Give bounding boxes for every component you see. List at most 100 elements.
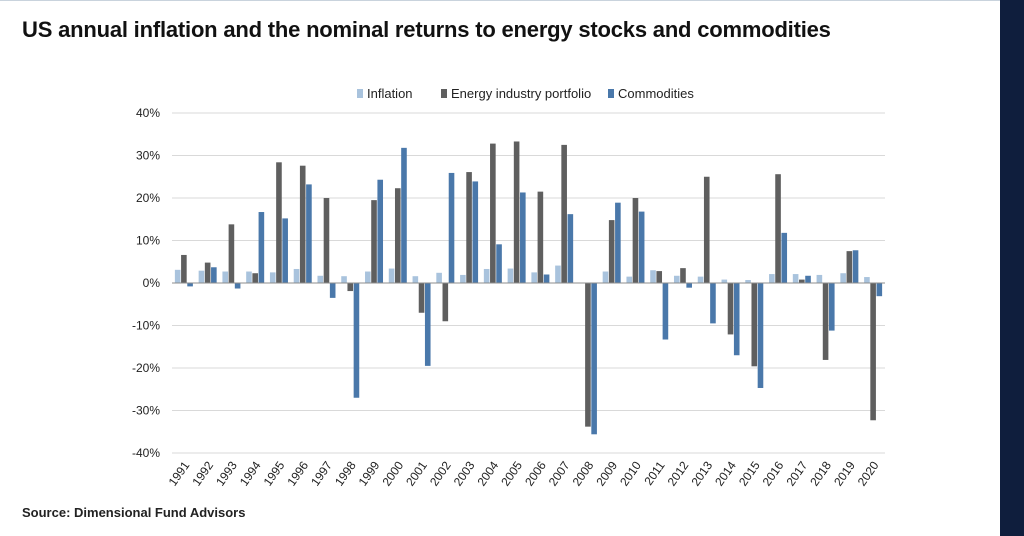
x-tick-label: 2010 [617, 458, 644, 488]
chart-frame [0, 0, 1000, 1]
bar-commodities [329, 283, 336, 298]
bar-energy-industry-portfolio [775, 174, 781, 283]
bar-commodities [591, 283, 597, 435]
bar-commodities [377, 179, 384, 283]
bar-energy-industry-portfolio [347, 283, 354, 292]
y-tick-label: 10% [136, 234, 160, 248]
bar-energy-industry-portfolio [537, 191, 544, 284]
bar-commodities [567, 214, 574, 283]
x-tick-label: 1996 [284, 458, 311, 488]
bar-energy-industry-portfolio [490, 143, 496, 283]
bar-commodities [424, 283, 431, 366]
y-tick-label: 30% [136, 149, 160, 163]
bar-commodities [615, 202, 621, 283]
legend: Inflation Energy industry portfolio Commod… [357, 86, 694, 101]
legend-label: Commodities [618, 86, 694, 101]
bar-energy-industry-portfolio [513, 141, 520, 283]
x-tick-label: 2017 [783, 458, 810, 488]
x-tick-label: 1998 [332, 458, 359, 488]
bar-energy-industry-portfolio [466, 172, 472, 283]
bar-commodities [282, 218, 288, 283]
bar-commodities [781, 232, 788, 283]
x-tick-label: 2013 [688, 458, 715, 488]
bar-energy-industry-portfolio [751, 283, 758, 367]
x-tick-label: 1991 [166, 458, 193, 488]
bar-energy-industry-portfolio [252, 273, 258, 283]
bar-inflation [436, 272, 442, 283]
bar-energy-industry-portfolio [442, 283, 449, 322]
bar-inflation [460, 274, 466, 283]
bar-energy-industry-portfolio [276, 162, 282, 283]
x-tick-label: 1994 [237, 458, 264, 488]
bar-inflation [317, 275, 324, 283]
bars [174, 141, 883, 435]
bar-commodities [710, 283, 716, 324]
bar-commodities [876, 283, 883, 297]
x-tick-label: 2009 [593, 458, 620, 488]
bar-commodities [353, 283, 360, 398]
bar-inflation [769, 274, 775, 283]
bar-energy-industry-portfolio [585, 283, 591, 427]
y-tick-label: -30% [132, 404, 160, 418]
bar-energy-industry-portfolio [608, 220, 615, 283]
x-tick-label: 2012 [665, 458, 692, 488]
x-tick-label: 2007 [546, 458, 573, 488]
bar-commodities [757, 283, 764, 388]
bar-commodities [828, 283, 835, 331]
bar-commodities [638, 211, 645, 283]
bar-commodities [543, 274, 550, 283]
bar-commodities [211, 267, 217, 283]
bar-inflation [673, 275, 680, 283]
y-axis-ticks: 40% 30% 20% 10% 0% -10% -20% -30% -40% [132, 106, 160, 460]
x-tick-label: 2019 [831, 458, 858, 488]
bar-energy-industry-portfolio [394, 188, 401, 283]
legend-swatch [357, 89, 363, 98]
x-tick-label: 1997 [308, 458, 335, 488]
bar-inflation [531, 272, 537, 284]
x-tick-label: 2001 [403, 458, 430, 488]
bar-inflation [246, 271, 252, 283]
bar-inflation [626, 276, 633, 284]
bar-inflation [222, 271, 229, 283]
bar-commodities [520, 192, 526, 283]
bar-inflation [483, 268, 490, 283]
bar-energy-industry-portfolio [323, 198, 330, 283]
chart-title: US annual inflation and the nominal retu… [22, 17, 831, 42]
x-axis-ticks: 1991199219931994199519961997199819992000… [166, 458, 882, 488]
bar-energy-industry-portfolio [204, 262, 211, 283]
bar-commodities [306, 184, 312, 283]
bar-inflation [507, 268, 514, 283]
edge-bar [1000, 0, 1024, 536]
bar-inflation [864, 277, 870, 283]
bar-inflation [174, 269, 181, 283]
y-tick-label: 20% [136, 191, 160, 205]
legend-swatch [441, 89, 447, 98]
legend-swatch [608, 89, 614, 98]
bar-energy-industry-portfolio [418, 283, 425, 313]
bar-energy-industry-portfolio [727, 283, 734, 335]
bar-chart: 40%30%20%10%0%-10%-20%-30%-40% 199119921… [132, 86, 885, 489]
x-tick-label: 2006 [522, 458, 549, 488]
bar-energy-industry-portfolio [822, 283, 829, 360]
y-tick-label: -40% [132, 446, 160, 460]
x-tick-label: 2018 [807, 458, 834, 488]
bar-commodities [805, 275, 811, 283]
bar-commodities [187, 283, 193, 287]
bar-inflation [341, 276, 347, 283]
bar-energy-industry-portfolio [656, 271, 663, 283]
bar-energy-industry-portfolio [561, 144, 567, 284]
source-note: Source: Dimensional Fund Advisors [22, 505, 246, 520]
bar-energy-industry-portfolio [371, 200, 377, 284]
bar-commodities [448, 172, 455, 283]
bar-energy-industry-portfolio [680, 268, 686, 284]
bar-commodities [733, 283, 740, 356]
bar-energy-industry-portfolio [632, 198, 639, 283]
legend-label: Inflation [367, 86, 413, 101]
x-tick-label: 1999 [356, 458, 383, 488]
bar-inflation [555, 265, 561, 283]
x-tick-label: 2016 [760, 458, 787, 488]
x-tick-label: 2014 [712, 458, 739, 488]
x-tick-label: 1993 [213, 458, 240, 488]
x-tick-label: 2000 [379, 458, 406, 488]
bar-inflation [650, 270, 656, 283]
